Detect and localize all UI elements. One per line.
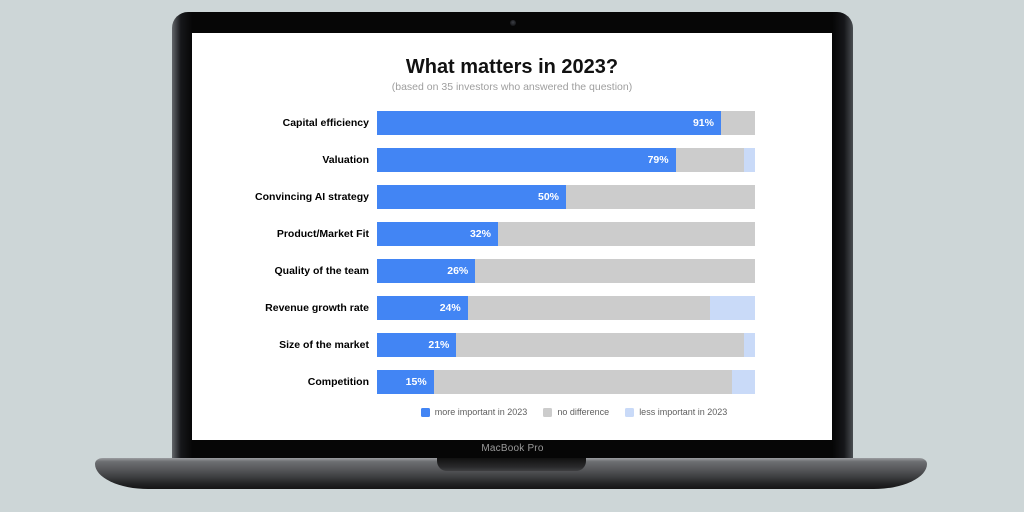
bar-track: 21% [377,333,755,357]
category-label: Competition [307,376,369,388]
bar-track: 32% [377,222,755,246]
category-label: Revenue growth rate [265,302,369,314]
bar-segment-less [709,296,755,320]
legend-item-less: less important in 2023 [625,407,727,417]
category-label: Capital efficiency [282,117,369,129]
bar-value-label: 32% [469,228,491,240]
bar-segment-more: 79% [377,148,676,172]
bar-segment-more: 32% [377,222,498,246]
bar-track: 26% [377,259,755,283]
bar-row: Competition 15% [192,370,832,394]
bar-segment-none [720,111,755,135]
bar-row: Valuation 79% [192,148,832,172]
bar-segment-less [743,148,755,172]
bar-segment-more: 91% [377,111,721,135]
bar-segment-less [732,370,755,394]
bar-row: Quality of the team 26% [192,259,832,283]
bar-row: Size of the market 21% [192,333,832,357]
bar-segment-more: 26% [377,259,476,283]
bar-value-label: 24% [439,302,461,314]
bar-segment-none [566,185,755,209]
bar-segment-more: 50% [377,185,566,209]
bar-segment-more: 15% [377,370,434,394]
bar-segment-more: 24% [377,296,468,320]
bar-segment-more: 21% [377,333,457,357]
legend-item-more: more important in 2023 [420,407,528,417]
category-label: Quality of the team [274,265,369,277]
legend-label-more: more important in 2023 [434,407,528,417]
laptop-screen: What matters in 2023? (based on 35 inves… [172,12,853,458]
screen-content: What matters in 2023? (based on 35 inves… [192,33,832,440]
bar-row: Product/Market Fit 32% [192,222,832,246]
chart: What matters in 2023? (based on 35 inves… [192,33,832,417]
laptop-lid-notch [437,458,586,471]
bar-row: Revenue growth rate 24% [192,296,832,320]
bar-value-label: 21% [428,339,450,351]
bar-segment-none [467,296,710,320]
legend-label-none: no difference [557,407,610,417]
bar-segment-none [456,333,744,357]
bar-value-label: 50% [537,191,559,203]
legend-swatch-less [625,407,635,417]
bar-track: 91% [377,111,755,135]
bar-segment-none [675,148,744,172]
chart-legend: more important in 2023 no difference les… [385,407,763,417]
bar-segment-none [475,259,755,283]
category-label: Valuation [322,154,369,166]
legend-item-none: no difference [543,407,609,417]
chart-subtitle: (based on 35 investors who answered the … [391,81,633,93]
bar-track: 50% [377,185,755,209]
bar-value-label: 15% [405,376,427,388]
bar-track: 79% [377,148,755,172]
bar-segment-none [433,370,733,394]
bar-rows: Capital efficiency 91% Valuation 79% Convinc… [192,111,832,394]
bar-row: Capital efficiency 91% [192,111,832,135]
legend-swatch-none [543,407,553,417]
bar-segment-none [497,222,755,246]
bar-value-label: 79% [647,154,669,166]
category-label: Product/Market Fit [276,228,369,240]
macbook-pro-label: MacBook Pro [481,443,544,454]
chart-title: What matters in 2023? [405,56,619,78]
webcam-icon [509,20,516,26]
bar-row: Convincing AI strategy 50% [192,185,832,209]
laptop-base [95,458,927,489]
legend-swatch-more [420,407,430,417]
bar-value-label: 26% [447,265,469,277]
bar-track: 15% [377,370,755,394]
category-label: Size of the market [279,339,369,351]
bar-track: 24% [377,296,755,320]
legend-label-less: less important in 2023 [639,407,728,417]
category-label: Convincing AI strategy [255,191,369,203]
bar-segment-less [743,333,755,357]
bar-value-label: 91% [692,117,714,129]
